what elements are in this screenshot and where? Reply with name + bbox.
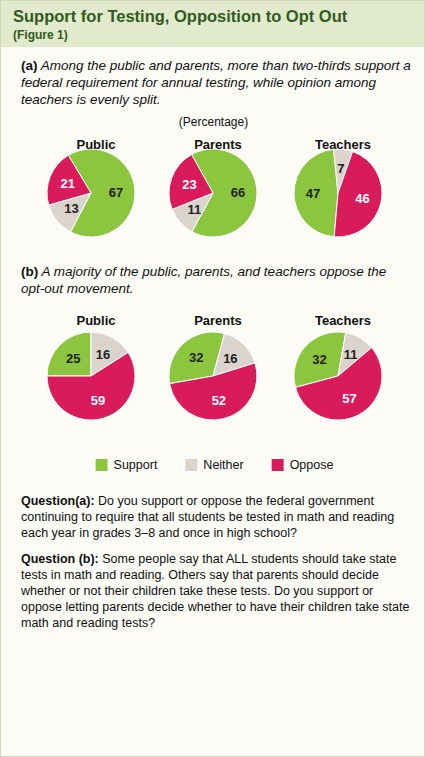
svg-text:52: 52 <box>212 393 226 408</box>
svg-text:11: 11 <box>344 347 358 362</box>
svg-text:67: 67 <box>109 185 123 200</box>
svg-text:Support: Support <box>114 458 158 472</box>
svg-text:11: 11 <box>187 202 201 217</box>
svg-text:Neither: Neither <box>203 458 243 472</box>
svg-text:21: 21 <box>61 176 75 191</box>
html-text:(Figure 1): (Figure 1) <box>13 28 68 42</box>
svg-text:57: 57 <box>342 391 356 406</box>
svg-text:32: 32 <box>312 352 326 367</box>
svg-text:7: 7 <box>337 161 344 176</box>
svg-text:Parents: Parents <box>194 313 242 328</box>
svg-text:Teachers: Teachers <box>315 313 371 328</box>
svg-text:Parents: Parents <box>194 137 242 152</box>
html-text:(b) A majority of the public,: (b) A majority of the public, parents, a… <box>21 264 387 296</box>
svg-text:(Percentage): (Percentage) <box>179 115 248 129</box>
svg-text:Oppose: Oppose <box>290 458 334 472</box>
html-text:(a) Among the public and paren: (a) Among the public and parents, more t… <box>21 58 411 107</box>
svg-text:32: 32 <box>189 350 203 365</box>
html-text:Question (b): Some people say: Question (b): Some people say that ALL s… <box>21 552 410 630</box>
html-text:Question(a): Do you support or: Question(a): Do you support or oppose th… <box>21 494 395 540</box>
svg-text:23: 23 <box>182 177 196 192</box>
svg-text:66: 66 <box>231 185 245 200</box>
html-text:Support for Testing, Oppositio: Support for Testing, Opposition to Opt O… <box>13 7 348 25</box>
svg-text:16: 16 <box>223 351 237 366</box>
svg-text:59: 59 <box>91 393 105 408</box>
svg-text:25: 25 <box>66 351 80 366</box>
svg-text:47: 47 <box>306 186 320 201</box>
svg-text:Public: Public <box>76 313 115 328</box>
svg-text:13: 13 <box>64 201 78 216</box>
svg-text:46: 46 <box>355 191 369 206</box>
svg-text:16: 16 <box>96 347 110 362</box>
svg-text:Public: Public <box>76 137 115 152</box>
svg-text:Teachers: Teachers <box>315 137 371 152</box>
